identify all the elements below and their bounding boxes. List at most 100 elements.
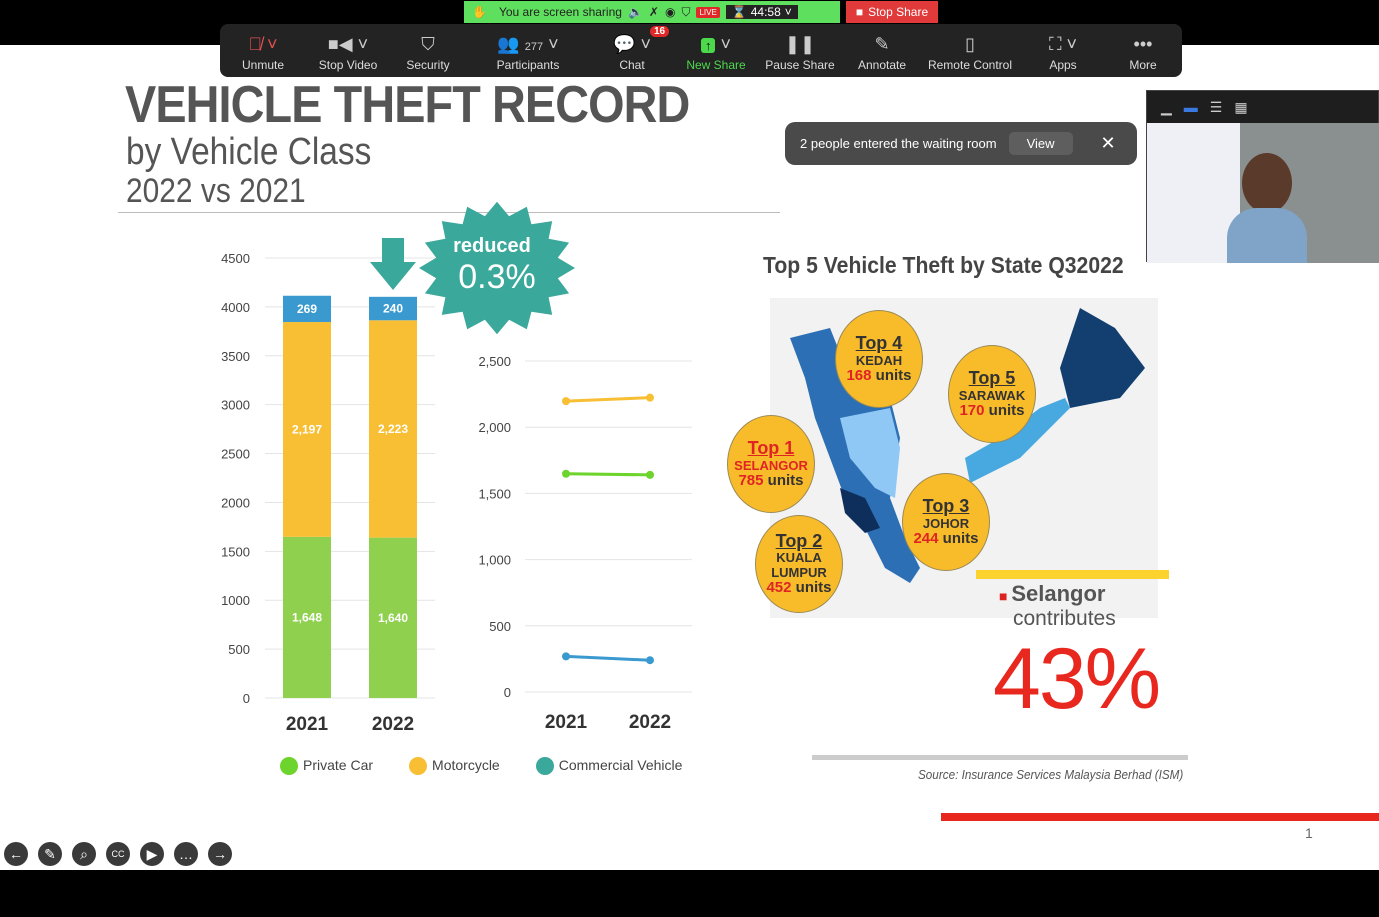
chart-legend: Private Car Motorcycle Commercial Vehicl…: [280, 757, 683, 776]
down-arrow-icon: [370, 238, 416, 290]
data-point: [562, 469, 570, 478]
video-panel[interactable]: ▁ ▬ ☰ ▦: [1146, 90, 1379, 263]
legend-dot-icon: [409, 757, 428, 776]
slide-comparison: 2022 vs 2021: [126, 172, 306, 210]
legend-item: Commercial Vehicle: [535, 757, 683, 776]
notification-message: 2 people entered the waiting room: [800, 136, 997, 151]
legend-item: Motorcycle: [409, 757, 500, 776]
minimize-icon[interactable]: ▁: [1161, 98, 1172, 115]
participants-icon: 👥 277 ˅: [497, 34, 559, 54]
stop-share-button[interactable]: ■ Stop Share: [846, 1, 938, 23]
y-tick-label: 4500: [221, 251, 250, 266]
stop-video-button[interactable]: ■◀ ˅ Stop Video: [306, 24, 390, 72]
mic-icon[interactable]: ✗: [648, 5, 659, 19]
apps-button[interactable]: ⛶ ˅ Apps: [1018, 24, 1108, 72]
view-button[interactable]: View: [1008, 132, 1073, 155]
series-line: [565, 654, 651, 662]
more-button[interactable]: ••• More: [1108, 24, 1178, 72]
highlight-bar: [976, 570, 1169, 579]
highlight-percentage: 43%: [993, 631, 1161, 727]
x-tick-label: 2021: [545, 712, 588, 733]
page-number: 1: [1305, 825, 1313, 841]
pencil-icon: ✎: [874, 34, 890, 54]
record-icon[interactable]: ◉: [664, 5, 676, 19]
bar-segment: [369, 320, 417, 538]
bubble-kuala-lumpur: Top 2 KUALA LUMPUR 452 units: [755, 515, 843, 613]
stack-view-icon[interactable]: ☰: [1209, 98, 1223, 115]
callout-line1: reduced: [453, 235, 531, 257]
meeting-toolbar: 🎙̸ ˅ Unmute ■◀ ˅ Stop Video ⛉ Security 👥 27…: [220, 24, 1182, 77]
legend-label: Commercial Vehicle: [558, 757, 683, 773]
legend-dot-icon: [280, 757, 298, 776]
video-camera-icon: ■◀ ˅: [327, 34, 369, 54]
annotate-button[interactable]: ✎ Annotate: [842, 24, 922, 72]
timer-dropdown[interactable]: ⌛ 44:58 ˅: [725, 5, 798, 19]
y-tick-label: 500: [489, 619, 511, 634]
data-point: [562, 397, 570, 406]
series-line: [565, 396, 651, 403]
screen-sharing-bar: ✋ You are screen sharing 🔈 ✗ ◉ ⛉ LIVE ⌛ 44:58 ˅ ■…: [464, 1, 938, 23]
microphone-muted-icon: 🎙̸ ˅: [248, 34, 278, 54]
legend-label: Motorcycle: [432, 757, 500, 773]
previous-slide-icon[interactable]: ←: [4, 842, 28, 866]
live-badge[interactable]: LIVE: [696, 6, 720, 18]
bar-data-label: 2,197: [292, 422, 322, 436]
bubble-kedah: Top 4 KEDAH 168 units: [835, 310, 923, 408]
participant-video: [1147, 123, 1379, 263]
map-title: Top 5 Vehicle Theft by State Q32022: [763, 252, 1124, 278]
chat-button[interactable]: 💬 ˅ 16 Chat: [590, 24, 674, 72]
security-button[interactable]: ⛉ Security: [390, 24, 466, 72]
title-divider: [118, 212, 780, 213]
y-tick-label: 1500: [221, 544, 250, 559]
zoom-icon[interactable]: ⌕: [72, 842, 96, 866]
data-point: [646, 470, 654, 479]
more-options-icon[interactable]: …: [174, 842, 198, 866]
drag-handle-icon[interactable]: ✋: [472, 5, 487, 19]
camera-off-icon[interactable]: ▶: [140, 842, 164, 866]
pause-share-button[interactable]: ❚❚ Pause Share: [758, 24, 842, 72]
chevron-down-icon: ˅: [784, 5, 792, 19]
y-tick-label: 2500: [221, 447, 250, 462]
y-tick-label: 0: [504, 685, 511, 700]
bar-data-label: 269: [297, 302, 317, 316]
starburst-badge: [419, 201, 575, 335]
speaker-view-icon[interactable]: ▬: [1183, 99, 1198, 115]
series-line: [565, 472, 651, 477]
bar-data-label: 1,648: [292, 610, 322, 624]
bar-segment: [369, 537, 417, 698]
y-tick-label: 1,000: [478, 553, 511, 568]
mouse-icon: ▯: [965, 34, 975, 54]
shield-icon[interactable]: ⛉: [681, 4, 691, 19]
bar-data-label: 240: [383, 302, 403, 316]
callout-line2: 0.3%: [458, 258, 536, 296]
remote-control-button[interactable]: ▯ Remote Control: [922, 24, 1018, 72]
slide-subtitle: by Vehicle Class: [126, 131, 372, 173]
bar-data-label: 1,640: [378, 611, 408, 625]
bar-data-label: 2,223: [378, 422, 408, 436]
new-share-button[interactable]: ↑ ˅ New Share: [674, 24, 758, 72]
participants-button[interactable]: 👥 277 ˅ Participants: [466, 24, 590, 72]
close-icon[interactable]: ✕: [1100, 133, 1116, 153]
y-tick-label: 500: [228, 642, 250, 657]
y-tick-label: 3000: [221, 398, 250, 413]
y-tick-label: 2000: [221, 495, 250, 510]
bar-segment: [369, 296, 417, 321]
share-arrow-icon: ↑ ˅: [700, 30, 731, 58]
captions-icon[interactable]: CC: [106, 842, 130, 866]
y-tick-label: 0: [243, 691, 250, 706]
legend-item: Private Car: [280, 757, 373, 776]
slide-title: VEHICLE THEFT RECORD: [125, 76, 690, 134]
gallery-view-icon[interactable]: ▦: [1234, 98, 1248, 115]
speaker-icon[interactable]: 🔈: [627, 5, 643, 19]
waiting-room-notification: 2 people entered the waiting room View ✕: [785, 122, 1137, 165]
x-tick-label: 2022: [629, 712, 671, 733]
hourglass-icon: ⌛: [731, 5, 747, 19]
pen-icon[interactable]: ✎: [38, 842, 62, 866]
bar-segment: [283, 536, 331, 698]
stop-icon: ■: [855, 5, 864, 19]
x-tick-label: 2021: [286, 714, 329, 735]
slide-controls: ← ✎ ⌕ CC ▶ … →: [4, 842, 232, 866]
unmute-button[interactable]: 🎙̸ ˅ Unmute: [220, 24, 306, 72]
ellipsis-icon: •••: [1133, 34, 1153, 54]
next-slide-icon[interactable]: →: [208, 842, 232, 866]
